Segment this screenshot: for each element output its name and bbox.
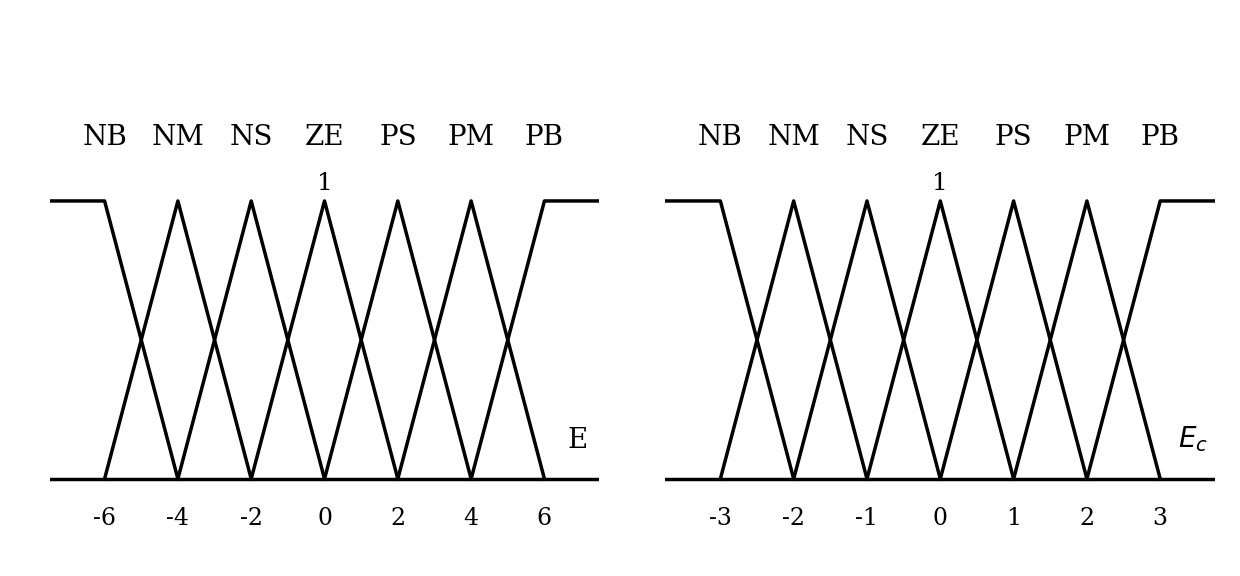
Text: PB: PB (525, 124, 564, 151)
Text: ZE: ZE (920, 124, 960, 151)
Text: NS: NS (846, 124, 889, 151)
Text: $E_c$: $E_c$ (1178, 424, 1208, 454)
Text: NB: NB (82, 124, 126, 151)
Text: NB: NB (698, 124, 743, 151)
Text: 1: 1 (316, 172, 332, 195)
Text: PM: PM (448, 124, 495, 151)
Text: NM: NM (768, 124, 820, 151)
Text: NS: NS (229, 124, 273, 151)
Text: PS: PS (994, 124, 1033, 151)
Text: PB: PB (1141, 124, 1179, 151)
Text: 1: 1 (932, 172, 949, 195)
Text: E: E (567, 427, 588, 454)
Text: PM: PM (1064, 124, 1110, 151)
Text: NM: NM (151, 124, 205, 151)
Text: ZE: ZE (305, 124, 345, 151)
Text: PS: PS (379, 124, 417, 151)
